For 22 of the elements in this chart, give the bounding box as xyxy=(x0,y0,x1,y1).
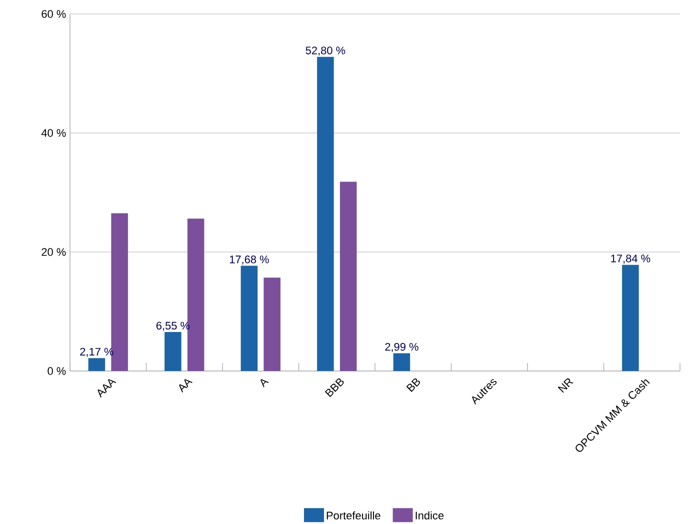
bar xyxy=(164,332,182,371)
data-label: 52,80 % xyxy=(306,46,346,56)
bar xyxy=(264,278,280,371)
y-tick-label: 40 % xyxy=(41,129,66,137)
x-tick-label: NR xyxy=(558,378,574,393)
y-tick-label: 0 % xyxy=(48,367,66,375)
bar xyxy=(393,353,410,371)
data-label: 17,68 % xyxy=(230,256,269,265)
bar xyxy=(622,264,639,371)
bar xyxy=(317,56,334,371)
data-label: 2,99 % xyxy=(385,342,418,352)
bar xyxy=(340,182,357,371)
x-tick-label: AA xyxy=(179,379,193,393)
data-label: 17,84 % xyxy=(611,254,650,264)
x-tick-label: BB xyxy=(406,378,420,392)
y-tick-label: 60 % xyxy=(42,10,66,18)
y-tick-label: 20 % xyxy=(42,248,66,256)
bar xyxy=(88,358,106,371)
legend-label: Portefeuille xyxy=(326,511,380,520)
x-tick-label: A xyxy=(260,379,269,388)
legend-label: Indice xyxy=(416,511,444,520)
bar xyxy=(240,266,258,371)
